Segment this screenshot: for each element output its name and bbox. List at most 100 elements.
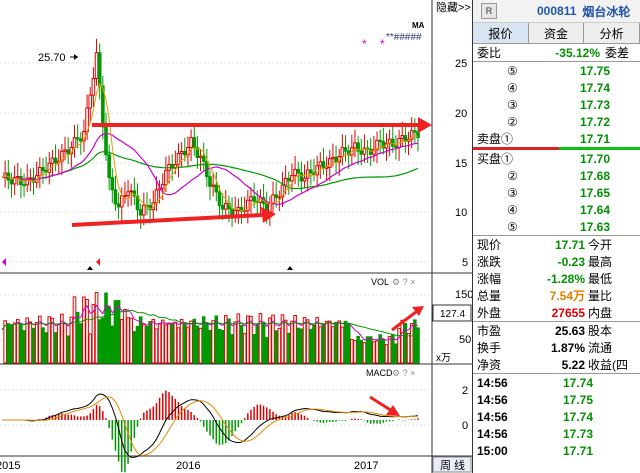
volume-bar [142,324,146,364]
volume-bar [119,318,124,364]
buy-price: 17.65 [579,185,610,200]
vol-settings-icons[interactable]: ⚙ ? × [392,277,415,287]
volume-bar [179,319,184,364]
candle-body [223,202,228,210]
volume-bar [239,324,244,364]
divider [473,373,640,374]
candle-body [280,184,285,198]
candle-body [22,184,26,187]
ma-slow-line [1,151,419,190]
candle-body [154,189,159,204]
stats-block-2: 市盈 25.63 股本 换手 1.87% 流通 净资 5.22 收益(四 [473,322,640,373]
volume-bar [309,328,313,364]
candle-body [78,138,83,142]
volume-bar [372,341,376,364]
candle-body [277,196,282,199]
candle-body [195,147,200,158]
macd-settings-icons[interactable]: ⚙ ? × [392,368,415,378]
volume-bar [409,323,414,364]
volume-bar [233,321,238,364]
bid-ask-divider [473,147,640,150]
candle-body [94,52,99,80]
stat-row: 涨跌 -0.23 最高 [473,253,640,270]
candle-body [38,166,42,177]
volume-bar [334,321,338,364]
candle-body [309,169,313,174]
stat-key: 涨幅 [477,272,502,286]
volume-bar [346,322,351,364]
period-button-label[interactable]: 周 线 [440,458,465,472]
sell-level: 卖盘① [477,132,514,146]
sell-row-1: 卖盘① 17.71 [473,130,640,147]
volume-bar [387,336,392,364]
candle-body [296,168,301,174]
divider-red [473,147,559,150]
buy-level: ④ [507,202,518,217]
vol-ma-fast-line [1,304,419,341]
volume-bar [331,326,335,364]
volume-bar [214,315,219,364]
volume-bar [113,300,118,364]
volume-bar [220,329,225,364]
stat-value: 1.87% [550,340,585,355]
candle-body [353,142,357,149]
stock-chart[interactable]: 隐藏>> MA 25 20 15 10 5 25.70 * * **##### … [0,0,472,473]
volume-bar [400,319,405,364]
candle-body [381,141,386,149]
candle-body [164,169,168,186]
r-badge[interactable]: R [481,3,497,19]
candle-body [327,158,332,168]
volume-bar [321,324,326,364]
candle-body [246,199,250,212]
stat-value: 5.22 [561,357,585,372]
volume-bar [192,318,197,364]
buy-price: 17.63 [579,219,610,234]
volume-bar [195,325,200,364]
candle-body [123,195,127,198]
volume-bar [252,333,256,364]
buy-level: ⑤ [507,219,518,234]
volume-bar [94,292,99,364]
volume-bar [201,316,206,364]
candle-body [290,175,294,182]
period-button[interactable] [432,456,472,473]
candle-body [9,179,14,185]
volume-bar [350,339,354,364]
volume-bar [107,306,111,364]
volume-bar [72,296,77,364]
weibi-row: 委比 -35.12% 委差 [473,44,640,61]
volume-bar [261,321,266,364]
candle-body [75,137,80,140]
marker-stars-3: **##### [386,32,422,43]
candle-body [214,184,219,193]
candle-body [239,206,244,212]
volume-bar [116,300,121,364]
ma-fast-line [1,83,419,212]
stat-key2: 最低 [588,272,613,286]
volume-bar [78,323,83,364]
buy-price: 17.64 [579,202,610,217]
marker-star-1: * [362,37,367,51]
vol-ma-slow-line [1,309,419,337]
volume-bar [47,316,52,364]
weibi-label: 委比 [477,46,502,60]
volume-bar [365,336,370,364]
tab-quote[interactable]: 报价 [473,23,529,43]
tick-row: 14:56 17.75 [473,391,640,408]
tab-funds[interactable]: 资金 [528,23,585,43]
volume-bar [160,319,165,364]
tick-row: 14:56 17.74 [473,408,640,425]
sell-level: ⑤ [507,63,518,78]
volume-bar [384,344,389,364]
buy-level: ② [507,168,518,183]
hide-button[interactable]: 隐藏>> [436,1,471,14]
price-tick-15: 15 [455,158,467,170]
stat-key2: 内盘 [588,306,613,320]
tab-analysis[interactable]: 分析 [584,23,640,43]
stat-key2: 量比 [588,289,613,303]
macd-annotation-arrow [369,395,400,416]
sell-level: ② [507,114,518,129]
macd-tick-2: 2 [462,385,468,397]
volume-bar [274,330,278,364]
volume-bar [208,329,212,364]
